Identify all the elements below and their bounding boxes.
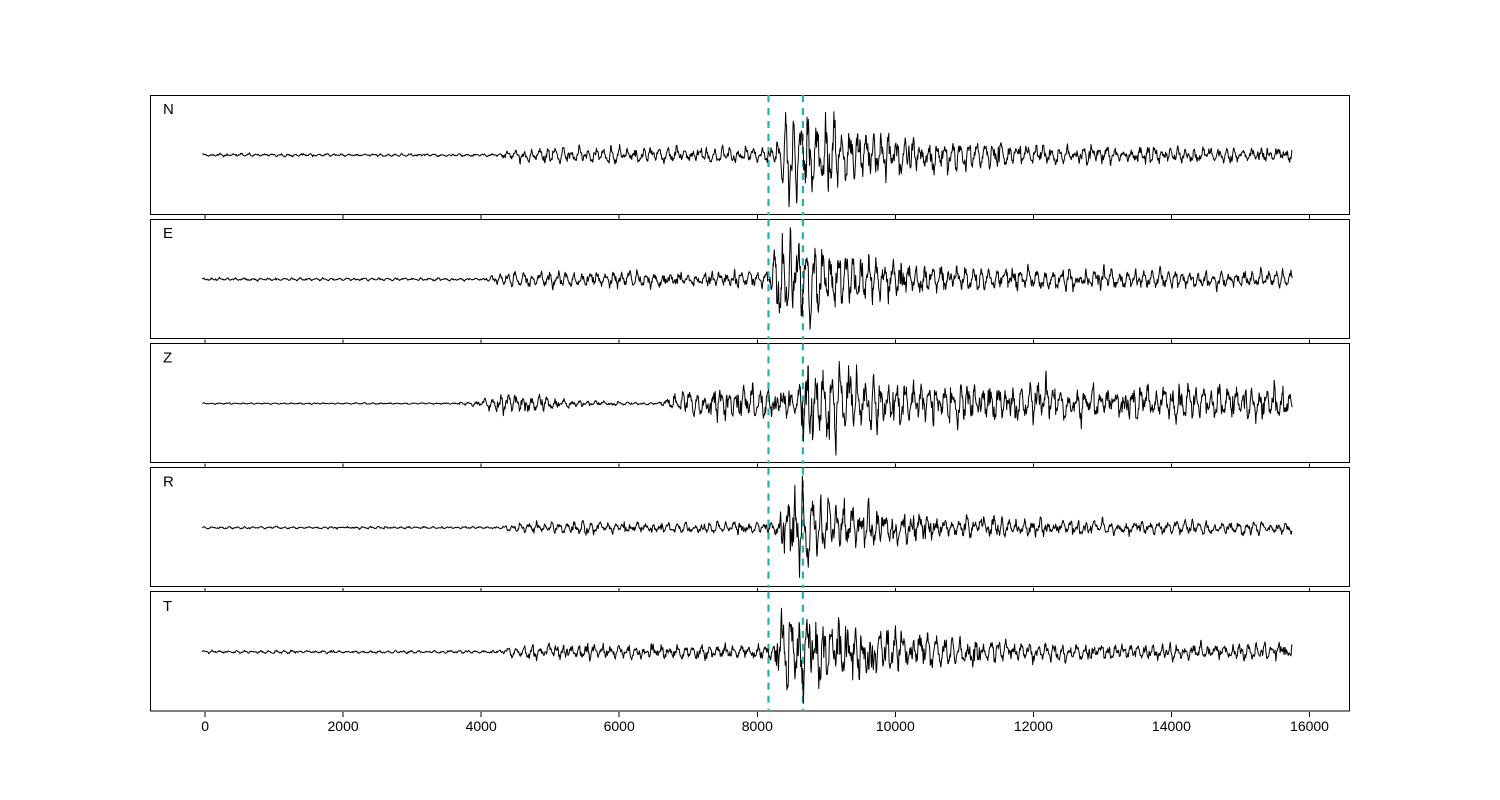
- svg-text:N: N: [163, 101, 174, 118]
- svg-text:R: R: [163, 474, 174, 491]
- svg-text:0: 0: [201, 718, 209, 734]
- svg-text:8000: 8000: [742, 718, 773, 734]
- svg-text:12000: 12000: [1014, 718, 1053, 734]
- svg-text:4000: 4000: [466, 718, 497, 734]
- svg-text:E: E: [163, 225, 173, 242]
- svg-text:T: T: [163, 598, 172, 615]
- svg-text:Z: Z: [163, 349, 172, 366]
- svg-text:2000: 2000: [328, 718, 359, 734]
- svg-text:16000: 16000: [1290, 718, 1329, 734]
- svg-text:14000: 14000: [1152, 718, 1191, 734]
- svg-text:10000: 10000: [876, 718, 915, 734]
- svg-text:6000: 6000: [604, 718, 635, 734]
